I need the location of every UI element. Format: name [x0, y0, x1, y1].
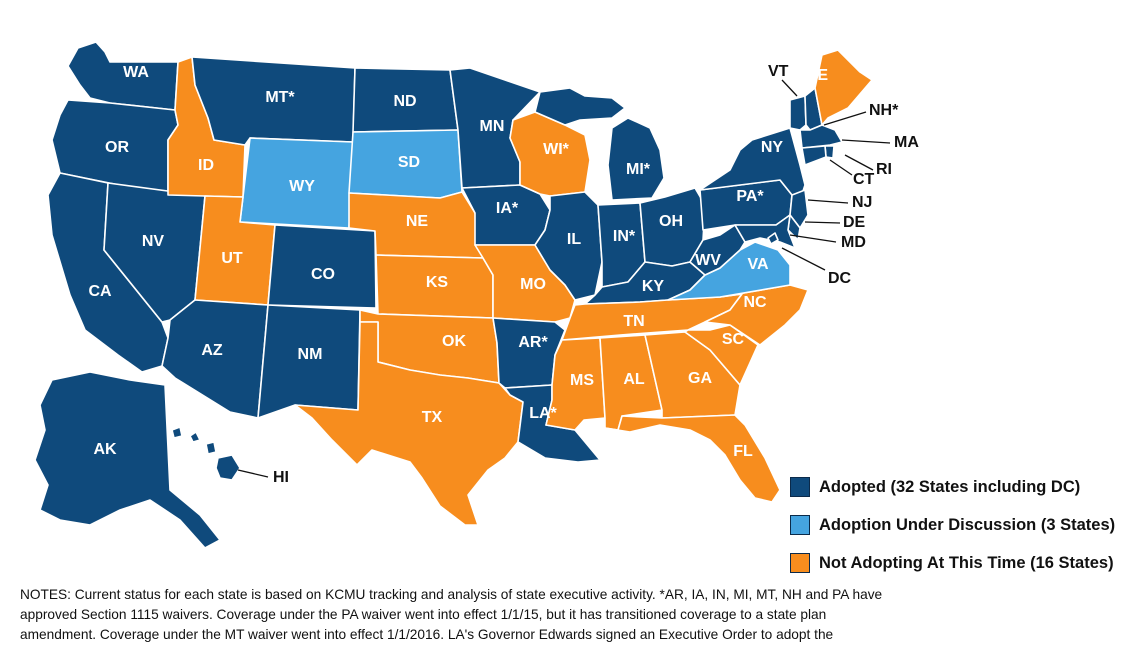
state-label-nv: NV — [142, 233, 165, 250]
state-tx — [294, 321, 524, 526]
legend-item-adopted: Adopted (32 States including DC) — [790, 468, 1115, 506]
state-label-or: OR — [105, 139, 129, 156]
state-label-me: ME — [804, 67, 828, 84]
state-label-ca: CA — [88, 283, 112, 300]
state-label-oh: OH — [659, 213, 683, 230]
nh-leader — [823, 111, 867, 126]
state-label-dc: DC — [828, 270, 852, 287]
state-label-mt: MT* — [265, 89, 295, 106]
state-label-al: AL — [623, 371, 645, 388]
state-label-ct: CT — [853, 171, 875, 188]
state-co — [267, 224, 377, 309]
state-me — [814, 49, 873, 126]
state-label-sd: SD — [398, 154, 420, 171]
state-label-fl: FL — [733, 443, 753, 460]
state-label-mn: MN — [480, 118, 505, 135]
vt-leader — [781, 79, 798, 97]
state-label-ne: NE — [406, 213, 429, 230]
legend-item-not-adopting: Not Adopting At This Time (16 States) — [790, 544, 1115, 582]
state-label-mo: MO — [520, 276, 546, 293]
state-label-az: AZ — [201, 342, 223, 359]
state-label-la: LA* — [529, 405, 557, 422]
state-label-ri: RI — [876, 161, 892, 178]
notes-line-2: approved Section 1115 waivers. Coverage … — [20, 607, 827, 622]
state-label-nc: NC — [743, 294, 767, 311]
state-label-ga: GA — [688, 370, 712, 387]
state-nj — [789, 189, 809, 229]
state-label-nh: NH* — [869, 102, 899, 119]
legend-swatch — [790, 477, 810, 497]
state-label-sc: SC — [722, 331, 745, 348]
legend-item-discussion: Adoption Under Discussion (3 States) — [790, 506, 1115, 544]
state-label-wa: WA — [123, 64, 149, 81]
state-label-id: ID — [198, 157, 214, 174]
state-fl — [604, 414, 781, 503]
state-label-hi: HI — [273, 469, 289, 486]
state-label-wi: WI* — [543, 141, 570, 158]
state-mi — [534, 87, 665, 201]
md-leader — [789, 234, 837, 243]
state-label-mi: MI* — [626, 161, 651, 178]
hi-leader — [237, 469, 269, 478]
state-sc — [684, 324, 759, 386]
nj-leader — [807, 199, 849, 204]
state-ny — [699, 127, 806, 201]
state-label-ma: MA — [894, 134, 919, 151]
state-label-pa: PA* — [736, 188, 764, 205]
notes-line-3: amendment. Coverage under the MT waiver … — [20, 627, 834, 642]
state-nc — [704, 284, 809, 346]
state-label-nd: ND — [393, 93, 416, 110]
legend-swatch — [790, 553, 810, 573]
state-label-ms: MS — [570, 372, 594, 389]
state-dc — [767, 232, 779, 245]
legend-label: Adoption Under Discussion (3 States) — [819, 515, 1116, 534]
state-label-ks: KS — [426, 274, 449, 291]
notes-line-1: NOTES: Current status for each state is … — [20, 587, 883, 602]
state-label-tx: TX — [422, 409, 443, 426]
ct-leader — [829, 159, 853, 176]
state-label-ok: OK — [442, 333, 466, 350]
state-vt — [789, 95, 807, 131]
state-label-ak: AK — [93, 441, 117, 458]
state-label-ky: KY — [642, 278, 665, 295]
map-legend: Adopted (32 States including DC) Adoption… — [790, 468, 1115, 582]
legend-label: Adopted (32 States including DC) — [819, 477, 1081, 496]
state-label-ny: NY — [761, 139, 784, 156]
state-label-ia: IA* — [496, 200, 519, 217]
ma-leader — [841, 139, 891, 144]
state-label-il: IL — [567, 231, 581, 248]
state-label-in: IN* — [613, 228, 636, 245]
state-label-vt: VT — [768, 63, 789, 80]
state-label-ut: UT — [221, 250, 243, 267]
state-label-nm: NM — [298, 346, 323, 363]
state-label-wy: WY — [289, 178, 315, 195]
state-hi — [171, 426, 241, 481]
state-label-nj: NJ — [852, 194, 872, 211]
state-label-co: CO — [311, 266, 335, 283]
state-ak — [34, 371, 221, 549]
state-label-de: DE — [843, 214, 866, 231]
state-label-wv: WV — [695, 252, 721, 269]
state-ma — [799, 124, 843, 149]
state-il — [534, 191, 603, 301]
state-label-va: VA — [747, 256, 768, 273]
state-label-tn: TN — [623, 313, 644, 330]
state-label-md: MD — [841, 234, 866, 251]
ri-leader — [844, 154, 874, 171]
state-label-ar: AR* — [518, 334, 548, 351]
legend-label: Not Adopting At This Time (16 States) — [819, 553, 1114, 572]
de-leader — [804, 221, 841, 224]
dc-leader — [781, 247, 826, 271]
state-ct — [801, 145, 827, 166]
legend-swatch — [790, 515, 810, 535]
state-md — [734, 214, 796, 249]
notes-text: NOTES: Current status for each state is … — [20, 585, 1120, 645]
